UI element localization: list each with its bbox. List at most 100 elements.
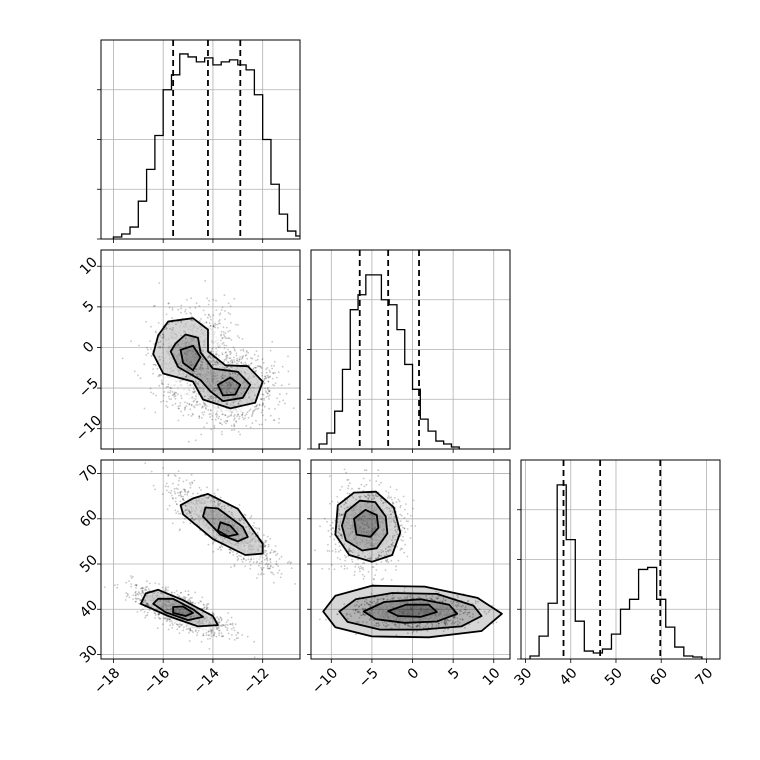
scatter-point xyxy=(277,565,279,567)
scatter-point xyxy=(227,331,229,333)
scatter-point xyxy=(125,592,127,594)
scatter-point xyxy=(130,583,132,585)
scatter-point xyxy=(250,517,252,519)
scatter-point xyxy=(194,391,196,393)
scatter-point xyxy=(178,484,180,486)
scatter-point xyxy=(211,348,213,350)
scatter-point xyxy=(268,381,270,383)
scatter-point xyxy=(218,632,220,634)
scatter-point xyxy=(241,634,243,636)
scatter-panel-1: 3040506070 xyxy=(77,456,303,666)
histogram-panel-2 xyxy=(517,460,720,663)
scatter-point xyxy=(236,358,238,360)
scatter-point xyxy=(175,497,177,499)
scatter-point xyxy=(200,434,202,436)
scatter-point xyxy=(171,379,173,381)
scatter-point xyxy=(228,337,230,339)
scatter-point xyxy=(266,556,268,558)
scatter-point xyxy=(255,420,257,422)
scatter-point xyxy=(247,411,249,413)
scatter-point xyxy=(287,371,289,373)
scatter-point xyxy=(162,467,164,469)
scatter-point xyxy=(236,411,238,413)
scatter-point xyxy=(147,612,149,614)
scatter-point xyxy=(279,558,281,560)
scatter-point xyxy=(252,422,254,424)
scatter-point xyxy=(216,336,218,338)
scatter-point xyxy=(221,431,223,433)
scatter-point xyxy=(188,632,190,634)
scatter-point xyxy=(166,386,168,388)
scatter-point xyxy=(226,621,228,623)
scatter-point xyxy=(178,406,180,408)
scatter-point xyxy=(228,302,230,304)
scatter-point xyxy=(211,419,213,421)
scatter-point xyxy=(215,406,217,408)
scatter-point xyxy=(230,623,232,625)
scatter-point xyxy=(221,309,223,311)
scatter-point xyxy=(257,359,259,361)
scatter-point xyxy=(258,559,260,561)
scatter-point xyxy=(252,525,254,527)
scatter-point xyxy=(122,358,124,360)
scatter-point xyxy=(250,409,252,411)
scatter-point xyxy=(244,514,246,516)
scatter-point xyxy=(258,408,260,410)
scatter-point xyxy=(302,589,304,591)
scatter-point xyxy=(276,397,278,399)
scatter-point xyxy=(170,390,172,392)
scatter-point xyxy=(230,412,232,414)
scatter-point xyxy=(209,322,211,324)
scatter-point xyxy=(207,317,209,319)
scatter-point xyxy=(191,404,193,406)
scatter-point xyxy=(210,350,212,352)
scatter-point xyxy=(256,350,258,352)
scatter-point xyxy=(154,489,156,491)
scatter-point xyxy=(286,393,288,395)
scatter-point xyxy=(146,586,148,588)
scatter-point xyxy=(219,616,221,618)
scatter-point xyxy=(263,362,265,364)
scatter-point xyxy=(255,370,257,372)
scatter-point xyxy=(210,319,212,321)
scatter-point xyxy=(180,305,182,307)
scatter-point xyxy=(218,618,220,620)
scatter-point xyxy=(208,544,210,546)
scatter-point xyxy=(220,497,222,499)
scatter-point xyxy=(197,632,199,634)
scatter-point xyxy=(130,575,132,577)
scatter-point xyxy=(259,366,261,368)
scatter-point xyxy=(251,362,253,364)
scatter-point xyxy=(194,400,196,402)
scatter-point xyxy=(180,312,182,314)
scatter-point xyxy=(230,363,232,365)
scatter-point xyxy=(264,550,266,552)
scatter-point xyxy=(272,372,274,374)
scatter-point xyxy=(230,415,232,417)
scatter-point xyxy=(267,393,269,395)
scatter-point xyxy=(239,356,241,358)
scatter-point xyxy=(213,425,215,427)
scatter-point xyxy=(198,416,200,418)
scatter-point xyxy=(162,493,164,495)
scatter-point xyxy=(140,377,142,379)
scatter-point xyxy=(278,371,280,373)
scatter-point xyxy=(288,561,290,563)
scatter-point xyxy=(259,404,261,406)
scatter-point xyxy=(148,588,150,590)
scatter-point xyxy=(209,648,211,650)
scatter-point xyxy=(232,551,234,553)
scatter-point xyxy=(186,393,188,395)
scatter-point xyxy=(278,418,280,420)
scatter-point xyxy=(217,627,219,629)
scatter-point xyxy=(244,566,246,568)
scatter-point xyxy=(206,405,208,407)
scatter-point xyxy=(224,347,226,349)
scatter-point xyxy=(270,558,272,560)
scatter-point xyxy=(212,351,214,353)
scatter-point xyxy=(264,551,266,553)
scatter-point xyxy=(203,634,205,636)
scatter-point xyxy=(154,305,156,307)
scatter-point xyxy=(239,434,241,436)
scatter-point xyxy=(243,419,245,421)
